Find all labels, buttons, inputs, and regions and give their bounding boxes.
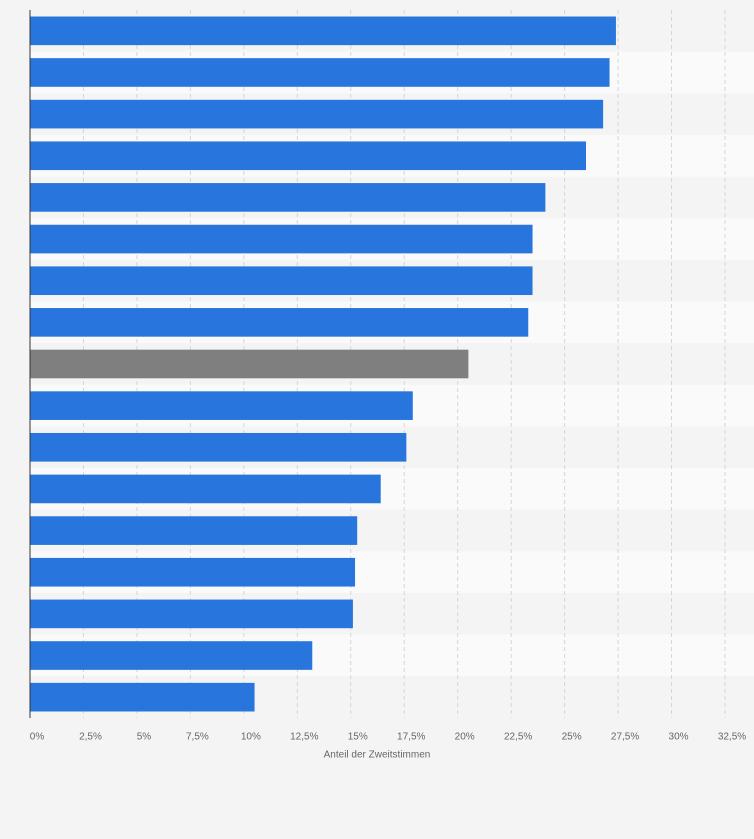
x-axis-label: Anteil der Zweitstimmen	[324, 750, 431, 761]
bar	[30, 58, 610, 87]
bar	[30, 557, 356, 587]
x-tick-label: 12,5%	[290, 732, 318, 743]
x-tick-label: 20%	[455, 732, 475, 743]
x-tick-label: 10%	[241, 732, 261, 743]
bar	[30, 308, 529, 337]
x-tick-label: 5%	[137, 732, 152, 743]
bar	[30, 516, 358, 545]
x-tick-label: 0%	[30, 732, 45, 743]
bar	[30, 16, 616, 46]
bar	[30, 141, 586, 171]
bar	[30, 266, 533, 296]
bar	[30, 349, 469, 379]
x-tick-label: 17,5%	[397, 732, 425, 743]
x-tick-label: 25%	[562, 732, 582, 743]
bar	[30, 432, 407, 462]
x-tick-label: 15%	[348, 732, 368, 743]
bar	[30, 391, 413, 420]
x-tick-label: 22,5%	[504, 732, 532, 743]
bar	[30, 224, 533, 254]
x-tick-label: 27,5%	[611, 732, 639, 743]
bar	[30, 474, 381, 504]
bar	[30, 682, 255, 712]
bar	[30, 183, 546, 212]
bar	[30, 99, 604, 129]
bar	[30, 599, 353, 629]
x-tick-label: 30%	[669, 732, 689, 743]
x-tick-label: 2,5%	[79, 732, 102, 743]
bar	[30, 641, 313, 670]
x-tick-label: 32,5%	[718, 732, 746, 743]
x-tick-label: 7,5%	[186, 732, 209, 743]
